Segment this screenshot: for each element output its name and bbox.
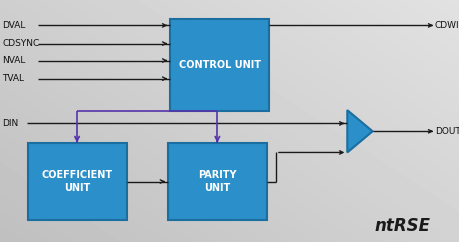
- Text: DIN: DIN: [2, 119, 18, 128]
- Text: CDSYNC: CDSYNC: [2, 39, 39, 48]
- Text: CDWINFO: CDWINFO: [434, 21, 459, 30]
- FancyBboxPatch shape: [28, 143, 126, 220]
- FancyBboxPatch shape: [170, 19, 269, 111]
- Text: DOUT: DOUT: [434, 127, 459, 136]
- Text: PARITY
UNIT: PARITY UNIT: [198, 170, 236, 193]
- Polygon shape: [347, 110, 372, 152]
- Text: DVAL: DVAL: [2, 21, 26, 30]
- Text: NVAL: NVAL: [2, 56, 26, 65]
- FancyBboxPatch shape: [168, 143, 266, 220]
- Text: COEFFICIENT
UNIT: COEFFICIENT UNIT: [41, 170, 112, 193]
- Text: ntRSE: ntRSE: [374, 217, 430, 235]
- Text: TVAL: TVAL: [2, 74, 24, 83]
- Text: CONTROL UNIT: CONTROL UNIT: [178, 60, 260, 70]
